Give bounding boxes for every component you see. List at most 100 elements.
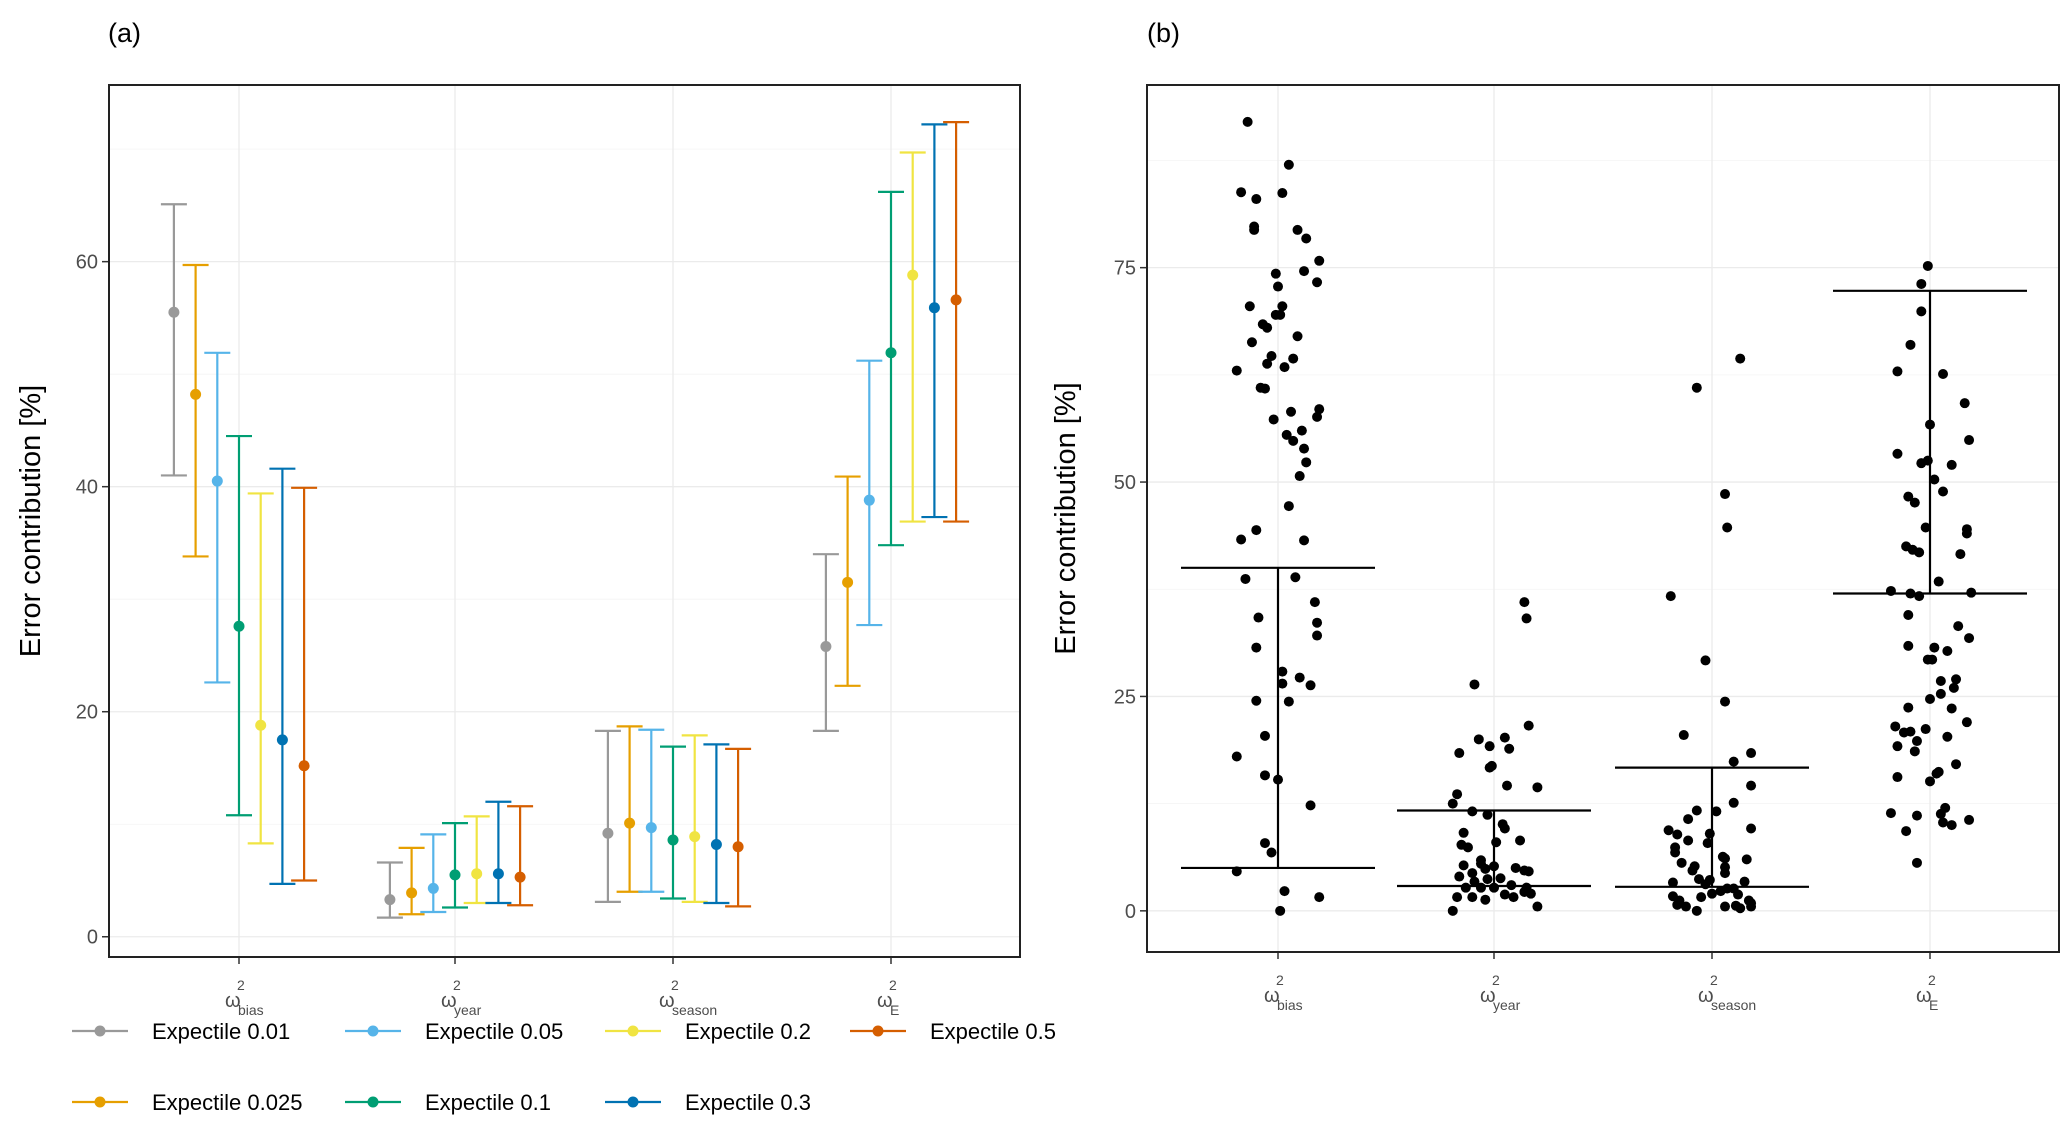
data-point (1909, 746, 1920, 757)
data-point (190, 388, 202, 400)
data-point (1454, 871, 1465, 882)
data-point (1903, 702, 1914, 713)
data-point (1911, 857, 1922, 868)
data-point (1911, 810, 1922, 821)
x-label-subscript: year (1493, 997, 1521, 1013)
y-tick-label: 20 (76, 702, 98, 724)
data-point (1683, 835, 1694, 846)
data-point (1268, 414, 1279, 425)
data-point (1480, 863, 1491, 874)
data-point (1532, 782, 1543, 793)
data-point (1521, 613, 1532, 624)
series-expectile-0-01 (160, 203, 839, 919)
data-point (1305, 800, 1316, 811)
data-point (1314, 892, 1325, 903)
data-point (1458, 860, 1469, 871)
data-point (1735, 353, 1746, 364)
data-point (1312, 617, 1323, 628)
data-point (1251, 642, 1262, 653)
series-expectile-0-05 (204, 351, 883, 914)
x-label-superscript: 2 (1928, 972, 1936, 988)
data-point (1262, 322, 1273, 333)
data-point (950, 294, 962, 306)
data-point (1277, 301, 1288, 312)
data-point (492, 868, 504, 880)
data-point (1312, 277, 1323, 288)
data-point (1741, 854, 1752, 865)
data-point (168, 306, 180, 318)
data-point (1251, 525, 1262, 536)
data-point (1925, 776, 1935, 787)
data-point (1903, 609, 1914, 620)
data-point (1296, 425, 1307, 436)
data-point (1892, 448, 1903, 459)
data-point (1964, 435, 1975, 446)
data-point (1286, 406, 1297, 417)
legend-key-point (94, 1096, 106, 1108)
panel-a-label: (a) (108, 18, 141, 48)
data-point (1916, 306, 1927, 317)
x-tick-label: ω2 bias (225, 977, 264, 1018)
data-point (1242, 116, 1253, 127)
points-category-3 (1663, 353, 1757, 916)
data-point (1249, 224, 1260, 235)
series-expectile-0-1 (226, 190, 904, 909)
data-point (1467, 892, 1478, 903)
data-point (1460, 882, 1471, 893)
data-point (1467, 868, 1478, 879)
data-point (1670, 847, 1681, 858)
data-point (1955, 549, 1966, 560)
data-point (1935, 676, 1946, 687)
data-point (1288, 435, 1299, 446)
data-point (298, 760, 310, 772)
panel-b-label: (b) (1147, 18, 1180, 48)
data-point (1469, 679, 1480, 690)
data-point (1458, 827, 1469, 838)
data-point (1739, 876, 1750, 887)
data-point (1314, 255, 1325, 266)
data-point (1484, 762, 1495, 773)
legend: Expectile 0.01 Expectile 0.025 Expectile 0… (72, 1019, 1056, 1115)
data-point (1715, 886, 1726, 897)
data-point (211, 475, 223, 487)
data-point (1292, 224, 1303, 235)
data-point (1687, 865, 1698, 876)
x-label-superscript: 2 (453, 977, 461, 993)
data-point (1696, 892, 1707, 903)
data-point (1927, 654, 1938, 665)
x-label-superscript: 2 (889, 977, 897, 993)
x-label-subscript: bias (1277, 997, 1303, 1013)
data-point (1951, 759, 1962, 770)
data-point (1946, 703, 1957, 714)
x-label-superscript: 2 (1710, 972, 1718, 988)
data-point (602, 827, 614, 839)
x-label-superscript: 2 (237, 977, 245, 993)
y-tick-label: 50 (1114, 472, 1136, 494)
data-point (1728, 756, 1739, 767)
data-point (1259, 838, 1270, 849)
data-point (255, 719, 267, 731)
legend-key-point (627, 1025, 639, 1037)
data-point (820, 640, 832, 652)
data-point (1283, 696, 1294, 707)
points-category-2 (1447, 597, 1543, 916)
data-point (1961, 528, 1972, 539)
data-point (1942, 645, 1953, 656)
data-point (1253, 612, 1264, 623)
data-point (1259, 770, 1270, 781)
data-point (1519, 597, 1530, 608)
x-tick-label: ω2 season (659, 977, 717, 1018)
x-label-superscript: 2 (1492, 972, 1500, 988)
data-point (1700, 655, 1711, 666)
data-point (1231, 365, 1242, 376)
data-point (1294, 672, 1305, 683)
data-point (1301, 233, 1312, 244)
data-point (624, 817, 636, 829)
data-point (1951, 674, 1962, 685)
x-tick-label: ω2 season (1698, 972, 1756, 1013)
data-point (1914, 547, 1925, 558)
data-point (1502, 780, 1513, 791)
data-point (1262, 358, 1273, 369)
data-point (1532, 901, 1543, 912)
